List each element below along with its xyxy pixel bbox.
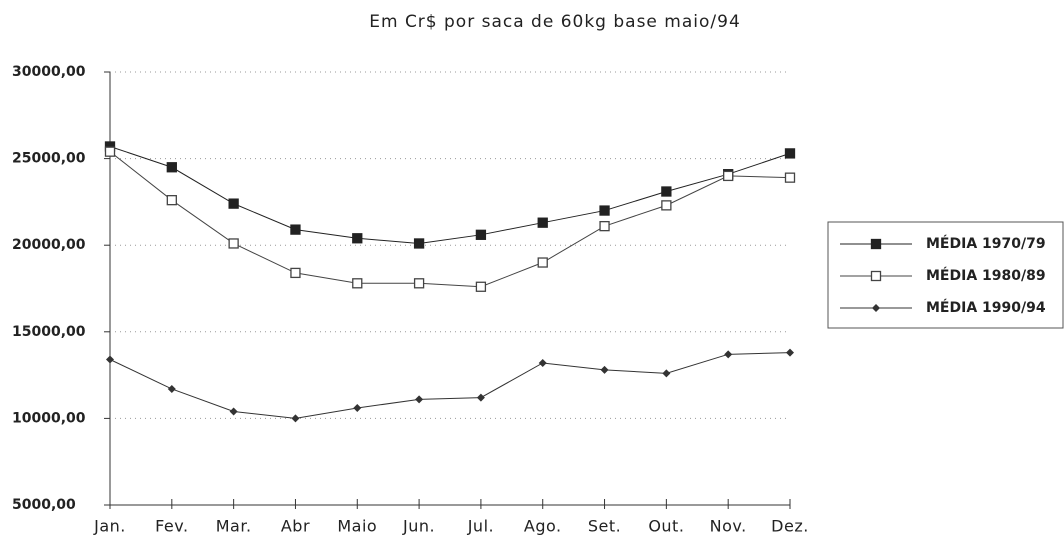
- series-line: [109, 151, 791, 288]
- data-point: [229, 407, 238, 416]
- y-tick-label: 10000,00: [12, 410, 86, 426]
- legend-box: [827, 221, 1064, 329]
- legend-label: MÉDIA 1990/94: [926, 299, 1046, 316]
- data-point: [353, 404, 362, 413]
- data-point: [413, 278, 425, 289]
- x-tick-label: Maio: [337, 517, 377, 536]
- data-point: [786, 348, 794, 357]
- data-point: [290, 224, 301, 235]
- data-point: [228, 238, 239, 249]
- data-point: [413, 238, 425, 249]
- data-point: [106, 355, 114, 364]
- data-point: [784, 148, 796, 159]
- series-line: [109, 146, 791, 244]
- data-point: [600, 365, 609, 374]
- data-point: [724, 350, 733, 359]
- x-tick-label: Ago.: [524, 517, 562, 536]
- x-tick-label: Abr: [281, 517, 310, 536]
- x-tick-label: Jul.: [467, 517, 494, 536]
- x-tick-label: Out.: [648, 517, 684, 536]
- data-point: [290, 267, 301, 279]
- data-point: [475, 281, 487, 292]
- data-point: [291, 414, 300, 423]
- data-point: [538, 358, 547, 367]
- legend-marker: [870, 270, 882, 282]
- data-point: [167, 384, 176, 393]
- data-point: [662, 369, 671, 378]
- data-point: [166, 162, 177, 173]
- data-point: [537, 217, 548, 228]
- y-tick-label: 20000,00: [12, 237, 86, 253]
- data-point: [537, 257, 548, 268]
- data-point: [599, 220, 610, 232]
- data-point: [599, 205, 610, 216]
- legend-label: MÉDIA 1970/79: [926, 235, 1046, 252]
- x-tick-label: Mar.: [216, 517, 252, 536]
- data-point: [476, 393, 485, 402]
- x-tick-label: Fev.: [155, 517, 188, 536]
- data-point: [475, 229, 487, 240]
- legend-marker: [870, 238, 882, 250]
- legend-label: MÉDIA 1980/89: [926, 267, 1046, 284]
- data-point: [661, 200, 672, 211]
- series-line: [109, 352, 791, 419]
- legend-marker: [872, 304, 880, 312]
- y-tick-label: 30000,00: [12, 64, 86, 80]
- chart-title: Em Cr$ por saca de 60kg base maio/94: [369, 12, 741, 32]
- y-tick-label: 15000,00: [12, 324, 86, 340]
- data-point: [415, 395, 424, 404]
- data-point: [352, 233, 363, 244]
- data-point: [784, 172, 796, 183]
- data-point: [661, 186, 672, 197]
- x-tick-label: Set.: [588, 517, 621, 536]
- data-point: [228, 198, 239, 209]
- x-tick-label: Nov.: [710, 517, 747, 536]
- x-tick-label: Jun.: [402, 517, 435, 536]
- data-point: [352, 278, 363, 289]
- data-point: [166, 195, 177, 206]
- y-tick-label: 25000,00: [12, 151, 86, 167]
- x-tick-label: Dez.: [771, 517, 809, 536]
- data-point: [723, 170, 734, 182]
- x-tick-label: Jan.: [93, 517, 126, 536]
- data-point: [104, 146, 116, 157]
- y-tick-label: 5000,00: [12, 497, 76, 513]
